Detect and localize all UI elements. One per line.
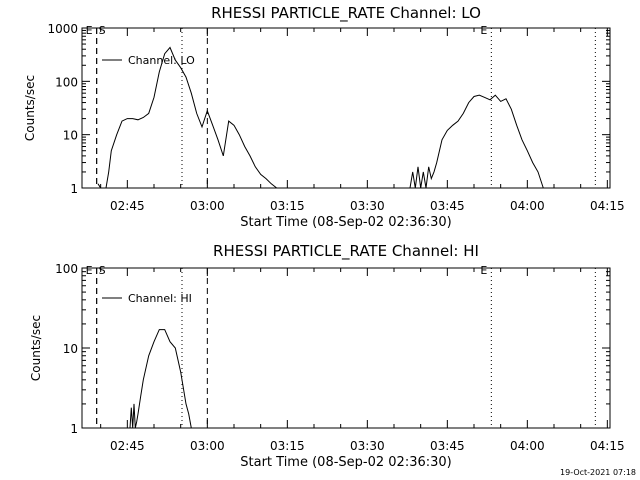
x-tick-label: 03:30 <box>350 439 385 453</box>
legend-label-hi: Channel: HI <box>128 292 192 305</box>
plot-frame-lo <box>81 27 611 189</box>
y-axis-label-lo: Counts/sec <box>23 75 37 141</box>
x-axis-label-lo: Start Time (08-Sep-02 02:36:30) <box>240 215 451 230</box>
x-tick-label: 03:45 <box>430 199 465 213</box>
x-tick-label: 02:45 <box>110 199 145 213</box>
x-tick-label: 03:00 <box>190 439 225 453</box>
x-tick-label: 03:15 <box>270 199 305 213</box>
event-marker-label: E <box>86 264 93 277</box>
chart-title-lo: RHESSI PARTICLE_RATE Channel: LO <box>211 4 481 23</box>
x-tick-label: 03:00 <box>190 199 225 213</box>
x-tick-label: 02:45 <box>110 439 145 453</box>
y-tick-label: 1000 <box>47 22 78 36</box>
y-tick-label: 1 <box>70 422 78 436</box>
event-marker-label: E <box>480 264 487 277</box>
x-tick-label: 03:30 <box>350 199 385 213</box>
y-tick-label: 100 <box>55 262 78 276</box>
x-tick-label: 03:15 <box>270 439 305 453</box>
x-tick-label: 04:15 <box>590 199 625 213</box>
y-tick-label: 1 <box>70 182 78 196</box>
event-marker-label: S <box>99 24 106 37</box>
x-tick-label: 03:45 <box>430 439 465 453</box>
x-tick-label: 04:00 <box>510 199 545 213</box>
plot-layer: 02:45 03:00 03:15 03:30 03:45 04:00 04:1511010… <box>47 22 624 453</box>
series-line-lo <box>97 46 278 189</box>
y-tick-label: 100 <box>55 75 78 89</box>
generation-timestamp: 19-Oct-2021 07:18 <box>560 468 636 477</box>
y-tick-label: 10 <box>63 129 78 143</box>
event-marker-label: S <box>99 264 106 277</box>
x-tick-label: 04:15 <box>590 439 625 453</box>
x-tick-label: 04:00 <box>510 439 545 453</box>
series-line-hi <box>129 329 192 429</box>
chart-title-hi: RHESSI PARTICLE_RATE Channel: HI <box>213 242 479 261</box>
series-line-lo <box>409 94 544 189</box>
x-axis-label-hi: Start Time (08-Sep-02 02:36:30) <box>240 455 451 470</box>
y-tick-label: 10 <box>63 342 78 356</box>
event-marker-label: E <box>480 24 487 37</box>
y-axis-label-hi: Counts/sec <box>29 315 43 381</box>
event-marker-label: E <box>86 24 93 37</box>
